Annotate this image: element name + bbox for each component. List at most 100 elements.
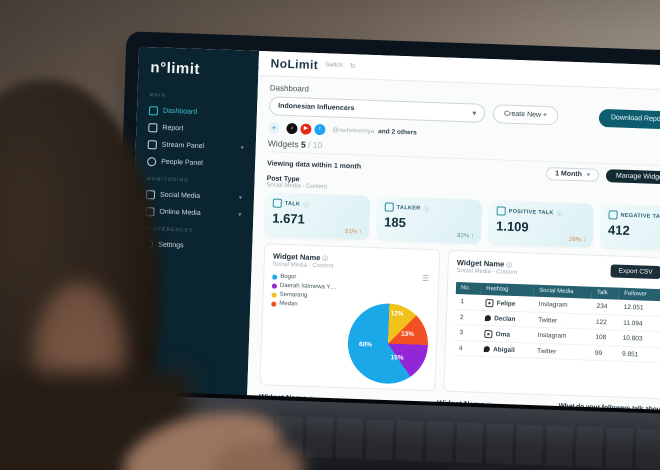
- info-icon[interactable]: ⓘ: [322, 256, 329, 263]
- tiktok-icon[interactable]: ♪: [285, 121, 299, 136]
- info-icon[interactable]: ⓘ: [423, 206, 430, 213]
- main-area: NoLimit Switch ↻ Dashboard Indonesian In…: [245, 50, 660, 448]
- cell-follower: 11.094: [617, 315, 660, 332]
- col-no[interactable]: No.: [455, 281, 482, 295]
- legend-dot: [271, 283, 278, 289]
- table-widget: Widget Name ⓘ Social Media - Content Exp…: [443, 249, 660, 400]
- cell-follower: 9.851: [616, 346, 660, 363]
- stat-card-talk[interactable]: TALK ⓘ 1.671 51% ↑: [264, 192, 371, 240]
- instagram-icon: [485, 298, 494, 307]
- accounts-others-label[interactable]: and 2 others: [378, 128, 417, 137]
- manage-widget-button[interactable]: Manage Widget: [605, 169, 660, 185]
- sidebar-section-monitoring: MONITORING: [146, 176, 190, 184]
- sidebar-item-label: Report: [162, 124, 184, 133]
- cell-name-text: Felipe: [496, 299, 516, 308]
- sidebar-item-label: Stream Panel: [161, 141, 205, 151]
- create-new-button[interactable]: Create New +: [492, 104, 559, 126]
- download-report-button[interactable]: Download Report: [598, 108, 660, 130]
- legend-label: Semarang: [279, 291, 308, 299]
- sidebar-section-preferences: PREFERENCES: [144, 226, 194, 234]
- add-account-button[interactable]: +: [268, 122, 280, 134]
- legend-dot: [271, 301, 277, 307]
- widget-title-text: Widget Name: [272, 251, 321, 263]
- cell-follower: 12.051: [618, 299, 660, 317]
- sidebar-item-label: Online Media: [159, 208, 201, 218]
- chevron-down-icon: ▾: [472, 109, 477, 118]
- laptop: n°limit MAIN Dashboard Report Stream Pan…: [112, 31, 660, 456]
- cell-talk: 122: [590, 314, 619, 331]
- legend-label: Medan: [279, 300, 298, 308]
- widgets-count: 5: [300, 139, 306, 150]
- widget-row: Widget Name ⓘ Social Media - Content ☰ B…: [259, 243, 660, 400]
- export-csv-button[interactable]: Export CSV: [610, 264, 660, 280]
- sidebar-item-label: Dashboard: [162, 107, 198, 116]
- stat-card-talker[interactable]: TALKER ⓘ 185 82% ↑: [376, 196, 483, 244]
- sidebar-item-online-media[interactable]: Online Media ▾: [141, 203, 246, 224]
- cell-talk: 108: [590, 329, 618, 347]
- period-select[interactable]: 1 Month ▾: [545, 167, 600, 182]
- stat-label: TALKER: [396, 204, 421, 212]
- period-value: 1 Month: [554, 170, 583, 179]
- viewing-label: Viewing data within 1 month: [267, 160, 362, 171]
- positive-talk-icon: [496, 206, 506, 216]
- pie-widget: Widget Name ⓘ Social Media - Content ☰ B…: [259, 243, 441, 392]
- info-icon[interactable]: ⓘ: [303, 202, 309, 209]
- dashboard-icon: [148, 106, 159, 116]
- chevron-down-icon: ▾: [238, 195, 243, 202]
- stat-change: 11% ↑: [608, 238, 660, 247]
- sidebar-section-main: MAIN: [149, 92, 167, 99]
- instagram-icon: [484, 329, 493, 338]
- pie-slice-label: 15%: [390, 354, 404, 363]
- stat-card-head: NEGATIVE TALK ⓘ: [608, 210, 660, 222]
- stat-label: POSITIVE TALK: [508, 208, 554, 216]
- twitter-icon[interactable]: t: [313, 122, 327, 137]
- app-logo: n°limit: [150, 59, 201, 78]
- sidebar-item-people-panel[interactable]: People Panel: [143, 153, 248, 174]
- cell-follower: 10.803: [617, 330, 660, 348]
- chevron-down-icon: ▾: [240, 145, 244, 152]
- stat-value: 1.109: [495, 218, 529, 235]
- cell-social: Twitter: [531, 343, 591, 361]
- cell-name: Abigail: [478, 341, 533, 359]
- sidebar-item-label: Settings: [158, 241, 184, 250]
- dashboard-select-value: Indonesian Influencers: [278, 102, 355, 113]
- pie-slice-label: 12%: [390, 310, 404, 319]
- youtube-icon[interactable]: ▶: [299, 122, 313, 136]
- info-icon[interactable]: ⓘ: [556, 210, 563, 218]
- dashboard-screen: n°limit MAIN Dashboard Report Stream Pan…: [125, 46, 660, 448]
- stat-value: 1.671: [272, 210, 306, 227]
- pie-chart[interactable]: 60% 15% 12% 13%: [346, 302, 430, 385]
- menu-icon[interactable]: ☰: [421, 273, 430, 284]
- cell-no: 2: [454, 309, 481, 326]
- stat-label: TALK: [284, 200, 301, 207]
- cell-name-text: Abigail: [492, 345, 515, 354]
- chevron-down-icon: ▾: [238, 212, 242, 219]
- stat-card-positive-talk[interactable]: POSITIVE TALK ⓘ 1.109 26% ↓: [488, 200, 594, 248]
- sidebar-item-label: Social Media: [159, 191, 201, 200]
- talker-icon: [384, 202, 394, 212]
- people-panel-icon: [147, 157, 157, 167]
- legend-label: Daerah Istimewa Y…: [279, 282, 337, 291]
- cell-no: 1: [455, 293, 481, 311]
- widget-title-text: Widget Name: [456, 257, 505, 269]
- legend-dot: [271, 292, 277, 298]
- report-icon: [148, 123, 158, 133]
- cell-name: Oma: [479, 325, 533, 344]
- stat-card-head: POSITIVE TALK ⓘ: [496, 206, 587, 218]
- switch-icon[interactable]: ↻: [349, 63, 356, 71]
- negative-talk-icon: [608, 210, 618, 220]
- legend-label: Bogor: [280, 273, 297, 281]
- stat-card-negative-talk[interactable]: NEGATIVE TALK ⓘ 412 11% ↑: [600, 204, 660, 252]
- cell-talk: 234: [591, 298, 619, 316]
- chevron-down-icon: ▾: [586, 172, 591, 179]
- stat-card-head: TALKER ⓘ: [384, 202, 475, 214]
- switch-link[interactable]: Switch: [325, 62, 343, 69]
- cell-name-text: Declan: [494, 314, 516, 323]
- info-icon[interactable]: ⓘ: [506, 262, 512, 269]
- col-talk[interactable]: Talk: [591, 286, 620, 300]
- cell-name: Felipe: [480, 294, 534, 313]
- dashboard-select[interactable]: Indonesian Influencers ▾: [268, 96, 486, 123]
- talk-icon: [272, 198, 282, 208]
- stat-card-head: TALK ⓘ: [272, 198, 363, 211]
- account-handle: @rachelvennya: [332, 127, 375, 135]
